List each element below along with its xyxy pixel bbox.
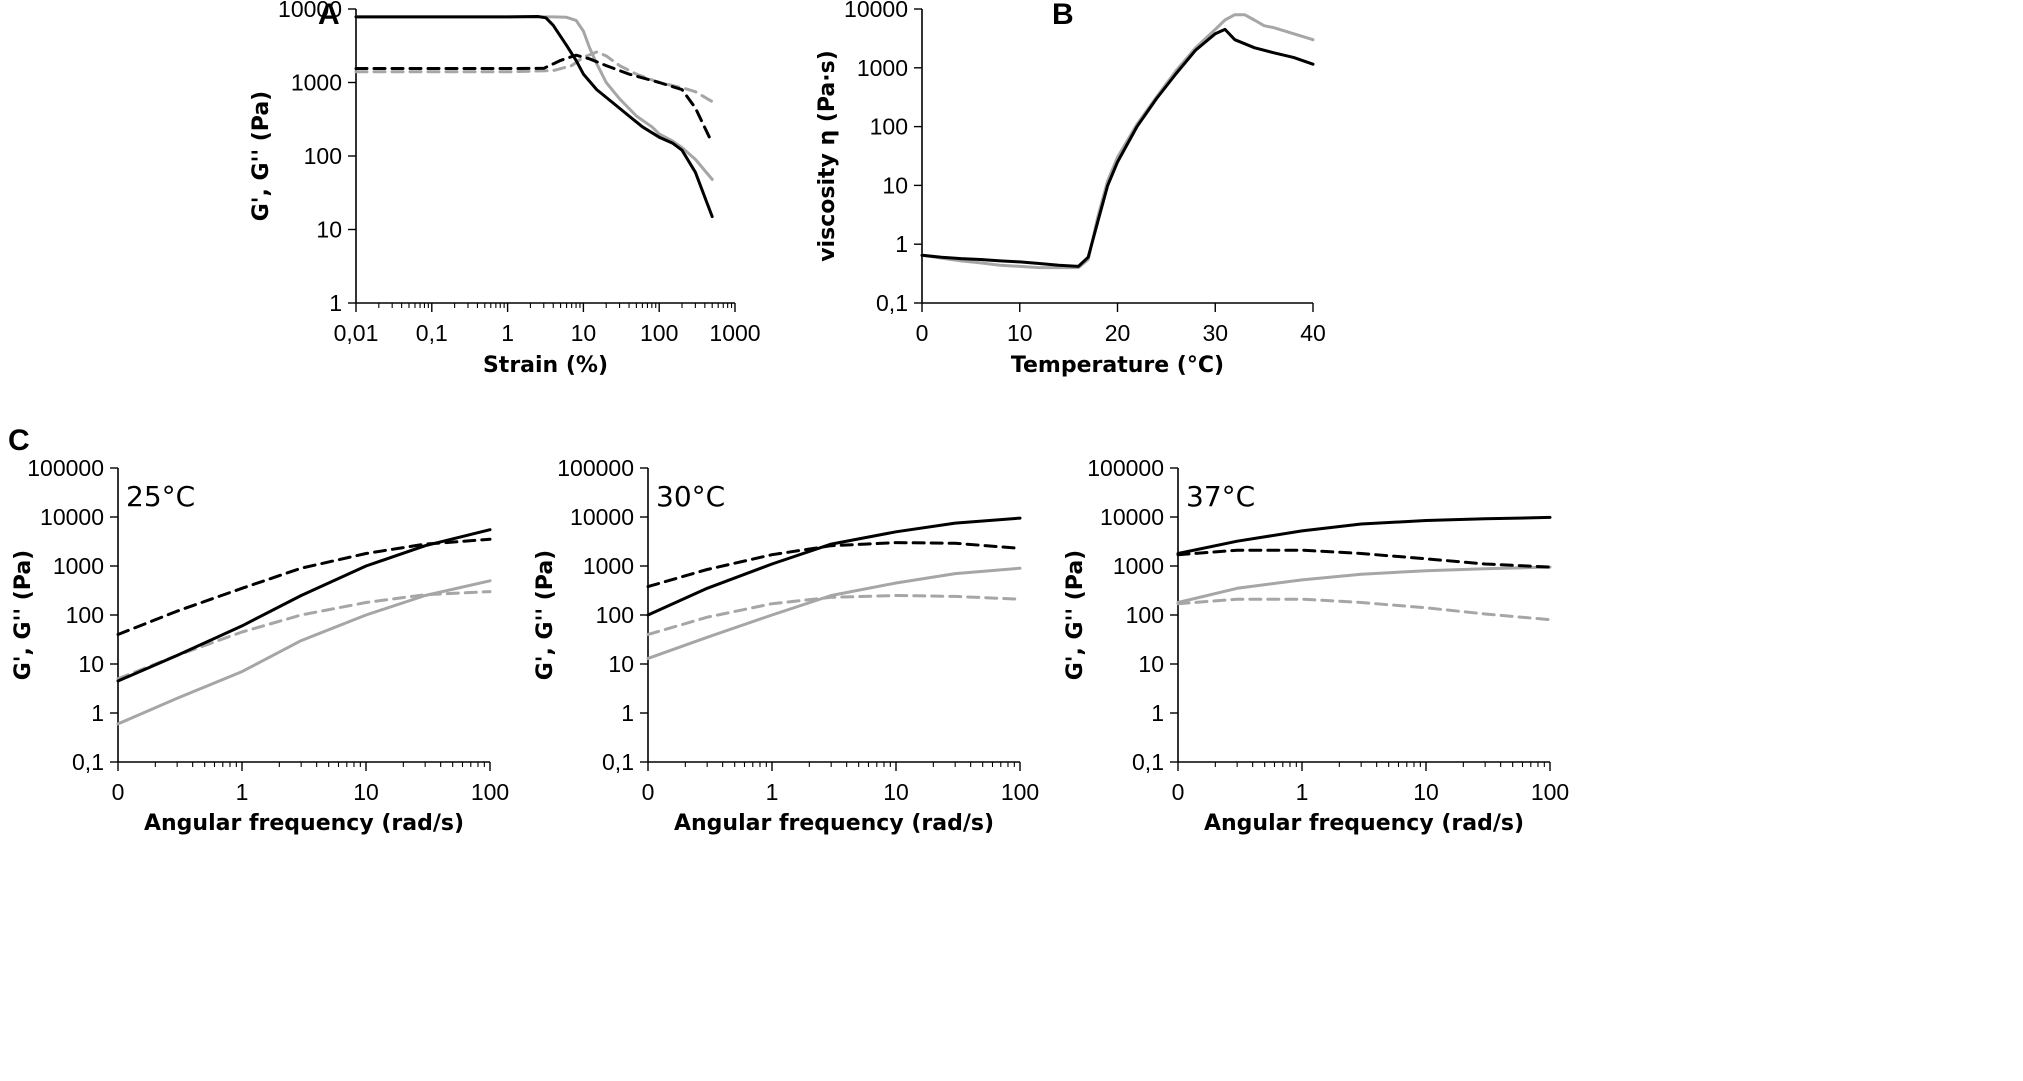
y-axis-label: G', G'' (Pa) — [533, 550, 558, 681]
series-line-black-solid — [354, 15, 714, 219]
x-tick-label: 100 — [1531, 779, 1569, 805]
y-tick-label: 100 — [870, 114, 908, 140]
x-tick-label: 10 — [1413, 779, 1439, 805]
y-tick-label: 1000 — [53, 553, 104, 579]
series-line-black-solid — [646, 516, 1022, 617]
y-tick-label: 1000 — [857, 55, 908, 81]
panel-label: B — [1052, 0, 1074, 31]
x-tick-label: 40 — [1300, 320, 1326, 346]
y-tick-label: 10 — [608, 651, 634, 677]
y-tick-label: 100 — [304, 143, 342, 169]
x-tick-label: 0 — [916, 320, 929, 346]
y-tick-label: 1000 — [291, 70, 342, 96]
y-tick-label: 100 — [1126, 602, 1164, 628]
y-tick-label: 10 — [316, 217, 342, 243]
y-axis-label: G', G'' (Pa) — [11, 550, 36, 681]
series-line-gray-dashed — [1176, 597, 1552, 622]
x-tick-label: 0 — [112, 779, 125, 805]
y-tick-label: 10000 — [844, 0, 908, 22]
x-tick-label: 100 — [471, 779, 509, 805]
y-tick-label: 10000 — [40, 504, 104, 530]
series-line-black-solid — [116, 528, 492, 683]
y-tick-label: 0,1 — [72, 749, 104, 775]
y-tick-label: 10000 — [278, 0, 342, 22]
panel-label: C — [8, 424, 30, 457]
y-tick-label: 0,1 — [602, 749, 634, 775]
y-axis-label: G', G'' (Pa) — [1063, 550, 1088, 681]
x-tick-label: 30 — [1202, 320, 1228, 346]
chart-title: 30°C — [656, 480, 725, 513]
y-tick-label: 10 — [1138, 651, 1164, 677]
x-tick-label: 10 — [1007, 320, 1033, 346]
x-tick-label: 0 — [642, 779, 655, 805]
y-tick-label: 1 — [329, 290, 342, 316]
y-tick-label: 100 — [596, 602, 634, 628]
x-tick-label: 1 — [1296, 779, 1309, 805]
y-tick-label: 1 — [621, 700, 634, 726]
y-tick-label: 1000 — [1113, 553, 1164, 579]
x-tick-label: 0,01 — [334, 320, 379, 346]
y-tick-label: 1 — [1151, 700, 1164, 726]
x-tick-label: 1 — [236, 779, 249, 805]
y-tick-label: 100000 — [557, 455, 634, 481]
x-tick-label: 1000 — [709, 320, 760, 346]
x-axis-label: Angular frequency (rad/s) — [1204, 811, 1524, 836]
series-line-gray-solid — [116, 579, 492, 726]
x-axis-label: Temperature (°C) — [1011, 353, 1224, 378]
x-tick-label: 0,1 — [416, 320, 448, 346]
chart-title: 25°C — [126, 480, 195, 513]
y-axis-label: viscosity η (Pa·s) — [815, 50, 840, 262]
y-tick-label: 100000 — [1087, 455, 1164, 481]
series-line-black-dashed — [116, 537, 492, 636]
y-tick-label: 10000 — [570, 504, 634, 530]
x-axis-label: Strain (%) — [483, 353, 608, 378]
y-tick-label: 1 — [91, 700, 104, 726]
series-line-gray-dashed — [116, 590, 492, 681]
series-line-black-solid — [1176, 515, 1552, 555]
x-axis-label: Angular frequency (rad/s) — [674, 811, 994, 836]
y-tick-label: 1 — [895, 231, 908, 257]
y-tick-label: 0,1 — [876, 290, 908, 316]
y-tick-label: 10000 — [1100, 504, 1164, 530]
series-line-black-dashed — [354, 53, 714, 145]
chart-panel-C2: 0,1 1 10 100 1000 10000 100000 0 1 10 100 Angular f… — [533, 455, 1039, 836]
series-line-gray-solid — [354, 15, 714, 181]
chart-panel-C3: 0,1 1 10 100 1000 10000 100000 0 1 10 100 Angular f… — [1063, 455, 1569, 836]
x-axis-label: Angular frequency (rad/s) — [144, 811, 464, 836]
x-tick-label: 100 — [1001, 779, 1039, 805]
y-tick-label: 100 — [66, 602, 104, 628]
x-tick-label: 10 — [353, 779, 379, 805]
x-tick-label: 20 — [1105, 320, 1131, 346]
series-line-gray-solid — [1176, 565, 1552, 604]
y-tick-label: 1000 — [583, 553, 634, 579]
y-axis-label: G', G'' (Pa) — [249, 91, 274, 222]
x-tick-label: 10 — [571, 320, 597, 346]
x-tick-label: 100 — [640, 320, 678, 346]
y-tick-label: 0,1 — [1132, 749, 1164, 775]
y-tick-label: 10 — [882, 172, 908, 198]
series-line-black-dashed — [1176, 548, 1552, 569]
y-tick-label: 100000 — [27, 455, 104, 481]
x-tick-label: 1 — [766, 779, 779, 805]
chart-panel-C1: 0,1 1 10 100 1000 10000 100000 0 1 10 100 Angular f… — [8, 424, 509, 836]
x-tick-label: 10 — [883, 779, 909, 805]
chart-panel-A: 1 10 100 1000 10000 0,01 0,1 1 10 100 1000 Strain (… — [249, 0, 761, 378]
series-line-gray-solid — [920, 13, 1315, 270]
series-line-black-dashed — [646, 541, 1022, 589]
panel-label: A — [318, 0, 340, 31]
y-tick-label: 10 — [78, 651, 104, 677]
series-line-gray-dashed — [354, 50, 714, 104]
chart-panel-B: 0,1 1 10 100 1000 10000 0 10 20 30 40 Temperature (… — [815, 0, 1326, 378]
series-line-gray-solid — [646, 566, 1022, 660]
x-tick-label: 1 — [501, 320, 514, 346]
x-tick-label: 0 — [1172, 779, 1185, 805]
chart-title: 37°C — [1186, 480, 1255, 513]
series-line-black-solid — [920, 27, 1315, 268]
series-line-gray-dashed — [646, 594, 1022, 636]
